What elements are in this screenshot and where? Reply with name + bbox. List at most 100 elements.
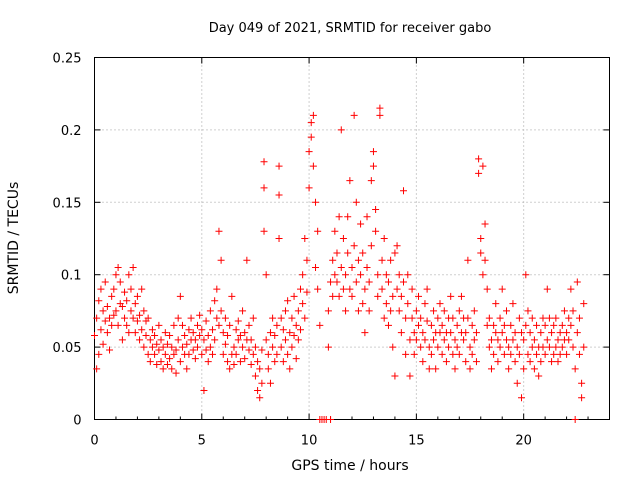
data-point (389, 292, 397, 300)
data-point (400, 278, 407, 286)
data-point (224, 358, 232, 366)
data-point (503, 307, 510, 315)
data-point (539, 343, 547, 351)
data-point (200, 387, 208, 395)
data-point (269, 314, 277, 322)
data-point (266, 379, 274, 387)
data-point (247, 336, 255, 344)
data-point (264, 365, 272, 373)
data-point (279, 358, 287, 366)
data-point (273, 350, 281, 358)
data-point (494, 358, 502, 366)
data-point (423, 285, 431, 293)
data-point (430, 307, 438, 315)
data-point (503, 336, 510, 344)
data-point (284, 350, 292, 358)
data-point (221, 314, 229, 322)
data-point (97, 285, 105, 293)
data-point (191, 355, 199, 363)
data-point (254, 387, 262, 395)
data-point (535, 372, 543, 380)
data-point (183, 340, 191, 348)
data-point (367, 177, 375, 185)
data-point (554, 358, 562, 366)
data-point (101, 278, 109, 286)
data-point (445, 343, 453, 351)
data-point (236, 358, 244, 366)
data-point (475, 155, 483, 163)
x-tick-label: 20 (515, 434, 532, 449)
data-point (520, 336, 528, 344)
data-point (281, 307, 289, 315)
data-point (277, 314, 285, 322)
data-point (342, 307, 350, 315)
data-point (142, 332, 150, 340)
data-point (127, 285, 135, 293)
data-point (331, 227, 339, 235)
data-point (578, 394, 586, 402)
data-point (219, 329, 227, 337)
data-point (93, 365, 101, 373)
data-point (374, 292, 382, 300)
data-point (161, 329, 169, 337)
data-point (438, 321, 446, 329)
data-point (258, 379, 266, 387)
data-point (440, 336, 448, 344)
data-point (543, 285, 551, 293)
data-point (185, 350, 193, 358)
data-point (408, 314, 416, 322)
data-point (185, 326, 193, 334)
data-point (477, 235, 485, 242)
data-point (457, 292, 465, 300)
data-point (187, 314, 195, 322)
data-point (565, 314, 573, 322)
data-point (453, 321, 461, 329)
data-point (442, 358, 450, 366)
data-point (251, 343, 259, 351)
data-point (163, 360, 171, 368)
data-point (155, 321, 163, 329)
data-point (339, 285, 347, 293)
data-point (288, 343, 296, 351)
data-point (496, 343, 504, 351)
data-point (400, 187, 407, 195)
data-point (342, 271, 350, 279)
data-point (224, 332, 232, 340)
data-point (163, 340, 171, 348)
data-point (468, 321, 476, 329)
data-point (505, 343, 513, 351)
data-point (101, 317, 109, 325)
data-point (554, 336, 562, 344)
data-point (541, 321, 549, 329)
data-point (271, 332, 279, 340)
data-point (151, 332, 159, 340)
data-point (490, 350, 498, 358)
data-point (354, 307, 362, 315)
data-point (106, 314, 114, 322)
data-point (464, 256, 472, 264)
data-point (103, 303, 111, 311)
data-point (174, 336, 182, 344)
data-point (500, 350, 508, 358)
data-point (397, 329, 405, 337)
y-axis-label: SRMTID / TECUs (6, 182, 22, 295)
data-point (466, 343, 474, 351)
data-point (337, 126, 345, 134)
data-point (200, 336, 208, 344)
data-point (524, 307, 532, 315)
data-point (432, 365, 440, 373)
data-point (121, 314, 129, 322)
data-point (522, 271, 530, 279)
x-tick-label: 5 (198, 434, 206, 449)
data-point (307, 119, 315, 127)
data-point (346, 177, 354, 185)
data-point (449, 350, 457, 358)
axis-ticks: 0 5 10 15 20 0 0.05 0.1 0.15 0.2 0.25 (53, 52, 610, 449)
data-point (417, 314, 425, 322)
data-point (496, 314, 504, 322)
data-point (578, 379, 586, 387)
data-point (533, 321, 541, 329)
data-point (299, 300, 307, 308)
data-point (563, 350, 571, 358)
data-point (191, 336, 199, 344)
